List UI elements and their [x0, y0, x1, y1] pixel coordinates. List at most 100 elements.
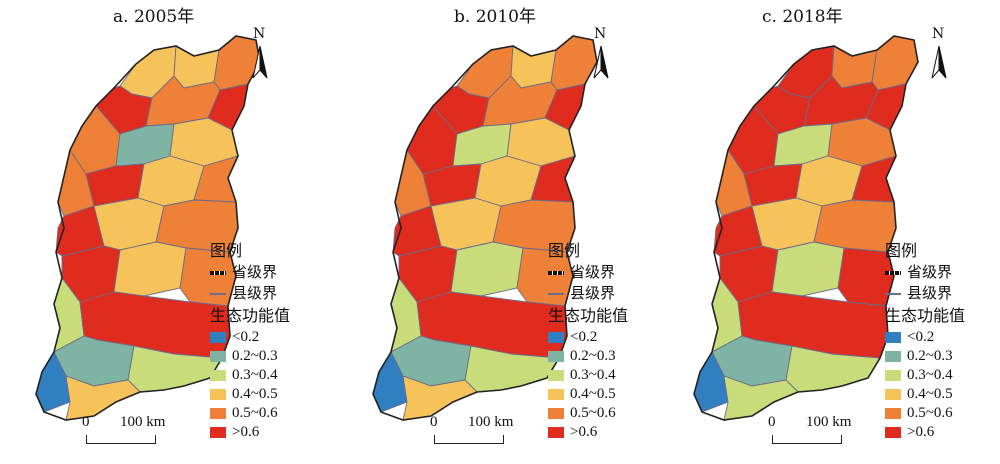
legend-class-item: >0.6 — [210, 423, 290, 442]
county-line-icon — [210, 292, 226, 295]
legend-class-label: 0.3~0.4 — [907, 367, 953, 383]
legend-class-item: <0.2 — [548, 328, 628, 347]
legend-class-label: 0.5~0.6 — [570, 405, 616, 421]
county-region — [771, 241, 845, 297]
map-legend: 图例省级界县级界生态功能值 <0.2 0.2~0.3 0.3~0.4 0.4~0.5 0.… — [210, 240, 290, 442]
scale-zero-label: 0 — [768, 414, 776, 430]
legend-class-item: <0.2 — [885, 328, 965, 347]
legend-class-item: 0.2~0.3 — [885, 347, 965, 366]
legend-class-item: 0.5~0.6 — [548, 404, 628, 423]
legend-value-title: 生态功能值 — [548, 306, 629, 325]
legend-label: 省级界 — [907, 263, 953, 281]
legend-swatch — [548, 389, 564, 400]
map-legend: 图例省级界县级界生态功能值 <0.2 0.2~0.3 0.3~0.4 0.4~0.5 0.… — [548, 240, 628, 442]
legend-province-boundary: 省级界 — [885, 262, 965, 283]
scale-distance-label: 100 km — [120, 414, 166, 430]
legend-label: 县级界 — [570, 284, 616, 302]
north-arrow-icon: N — [588, 26, 614, 82]
legend-class-item: 0.4~0.5 — [210, 385, 290, 404]
legend-class-item: 0.2~0.3 — [548, 347, 628, 366]
legend-title: 图例 — [210, 241, 243, 260]
north-arrow-icon: N — [926, 26, 952, 82]
legend-swatch — [885, 408, 901, 419]
legend-value-title: 生态功能值 — [885, 306, 966, 325]
legend-title: 图例 — [548, 241, 581, 260]
legend-swatch — [210, 332, 226, 343]
legend-swatch — [885, 427, 901, 438]
map-canvas — [693, 35, 919, 421]
map-panel-2005: a. 2005年 N 图例省级界县级界生态功能值 <0.2 0.2~0.3 0.3~0… — [0, 0, 333, 464]
legend-swatch — [885, 351, 901, 362]
map-legend: 图例省级界县级界生态功能值 <0.2 0.2~0.3 0.3~0.4 0.4~0.5 0.… — [885, 240, 965, 442]
legend-class-item: 0.3~0.4 — [210, 366, 290, 385]
legend-class-item: 0.4~0.5 — [885, 385, 965, 404]
province-line-icon — [210, 270, 226, 275]
scale-bar: 0 100 km — [766, 410, 856, 450]
legend-label: 省级界 — [570, 263, 616, 281]
county-region — [871, 35, 919, 91]
legend-class-item: >0.6 — [548, 423, 628, 442]
map-panel-2010: b. 2010年 N 图例省级界县级界生态功能值 <0.2 0.2~0.3 0.3~0… — [333, 0, 666, 464]
legend-class-label: 0.4~0.5 — [907, 386, 953, 402]
scale-distance-label: 100 km — [806, 414, 852, 430]
scale-bar: 0 100 km — [80, 410, 170, 450]
legend-value-title: 生态功能值 — [210, 306, 291, 325]
panel-title: c. 2018年 — [762, 7, 843, 27]
legend-class-item: 0.5~0.6 — [885, 404, 965, 423]
legend-label: 县级界 — [907, 284, 953, 302]
province-line-icon — [885, 270, 901, 275]
panel-title: a. 2005年 — [113, 7, 195, 27]
legend-province-boundary: 省级界 — [548, 262, 628, 283]
legend-title: 图例 — [885, 241, 918, 260]
scale-zero-label: 0 — [82, 414, 90, 430]
legend-swatch — [210, 370, 226, 381]
legend-class-label: <0.2 — [232, 329, 260, 345]
scale-bar-line — [772, 435, 842, 444]
panel-title: b. 2010年 — [454, 7, 536, 27]
legend-class-item: 0.3~0.4 — [885, 366, 965, 385]
legend-swatch — [210, 427, 226, 438]
legend-class-label: 0.2~0.3 — [232, 348, 278, 364]
legend-class-label: 0.3~0.4 — [570, 367, 616, 383]
province-boundary — [693, 35, 919, 421]
legend-class-label: >0.6 — [232, 424, 260, 440]
map-canvas — [372, 35, 598, 421]
legend-swatch — [885, 389, 901, 400]
legend-label: 省级界 — [232, 263, 278, 281]
legend-county-boundary: 县级界 — [548, 283, 628, 304]
county-region — [450, 241, 524, 297]
north-label: N — [594, 26, 607, 42]
county-line-icon — [548, 292, 564, 295]
legend-county-boundary: 县级界 — [885, 283, 965, 304]
legend-class-label: 0.3~0.4 — [232, 367, 278, 383]
legend-swatch — [548, 351, 564, 362]
legend-class-label: 0.4~0.5 — [232, 386, 278, 402]
legend-swatch — [548, 408, 564, 419]
legend-class-label: 0.5~0.6 — [907, 405, 953, 421]
legend-label: 县级界 — [232, 284, 278, 302]
legend-class-label: 0.2~0.3 — [907, 348, 953, 364]
legend-swatch — [885, 332, 901, 343]
legend-swatch — [210, 351, 226, 362]
province-line-icon — [548, 270, 564, 275]
legend-class-label: 0.2~0.3 — [570, 348, 616, 364]
legend-county-boundary: 县级界 — [210, 283, 290, 304]
legend-swatch — [885, 370, 901, 381]
scale-zero-label: 0 — [430, 414, 438, 430]
legend-class-label: 0.5~0.6 — [232, 405, 278, 421]
map-panel-2018: c. 2018年 N 图例省级界县级界生态功能值 <0.2 0.2~0.3 0.3~0… — [666, 0, 999, 464]
legend-class-item: >0.6 — [885, 423, 965, 442]
legend-swatch — [548, 427, 564, 438]
legend-class-label: <0.2 — [570, 329, 598, 345]
legend-class-item: 0.4~0.5 — [548, 385, 628, 404]
map-canvas — [35, 35, 261, 421]
legend-class-item: <0.2 — [210, 328, 290, 347]
legend-class-label: 0.4~0.5 — [570, 386, 616, 402]
county-region — [113, 241, 187, 297]
north-label: N — [253, 26, 266, 42]
scale-bar-line — [86, 435, 156, 444]
scale-distance-label: 100 km — [468, 414, 514, 430]
legend-class-label: <0.2 — [907, 329, 935, 345]
legend-province-boundary: 省级界 — [210, 262, 290, 283]
legend-class-item: 0.2~0.3 — [210, 347, 290, 366]
